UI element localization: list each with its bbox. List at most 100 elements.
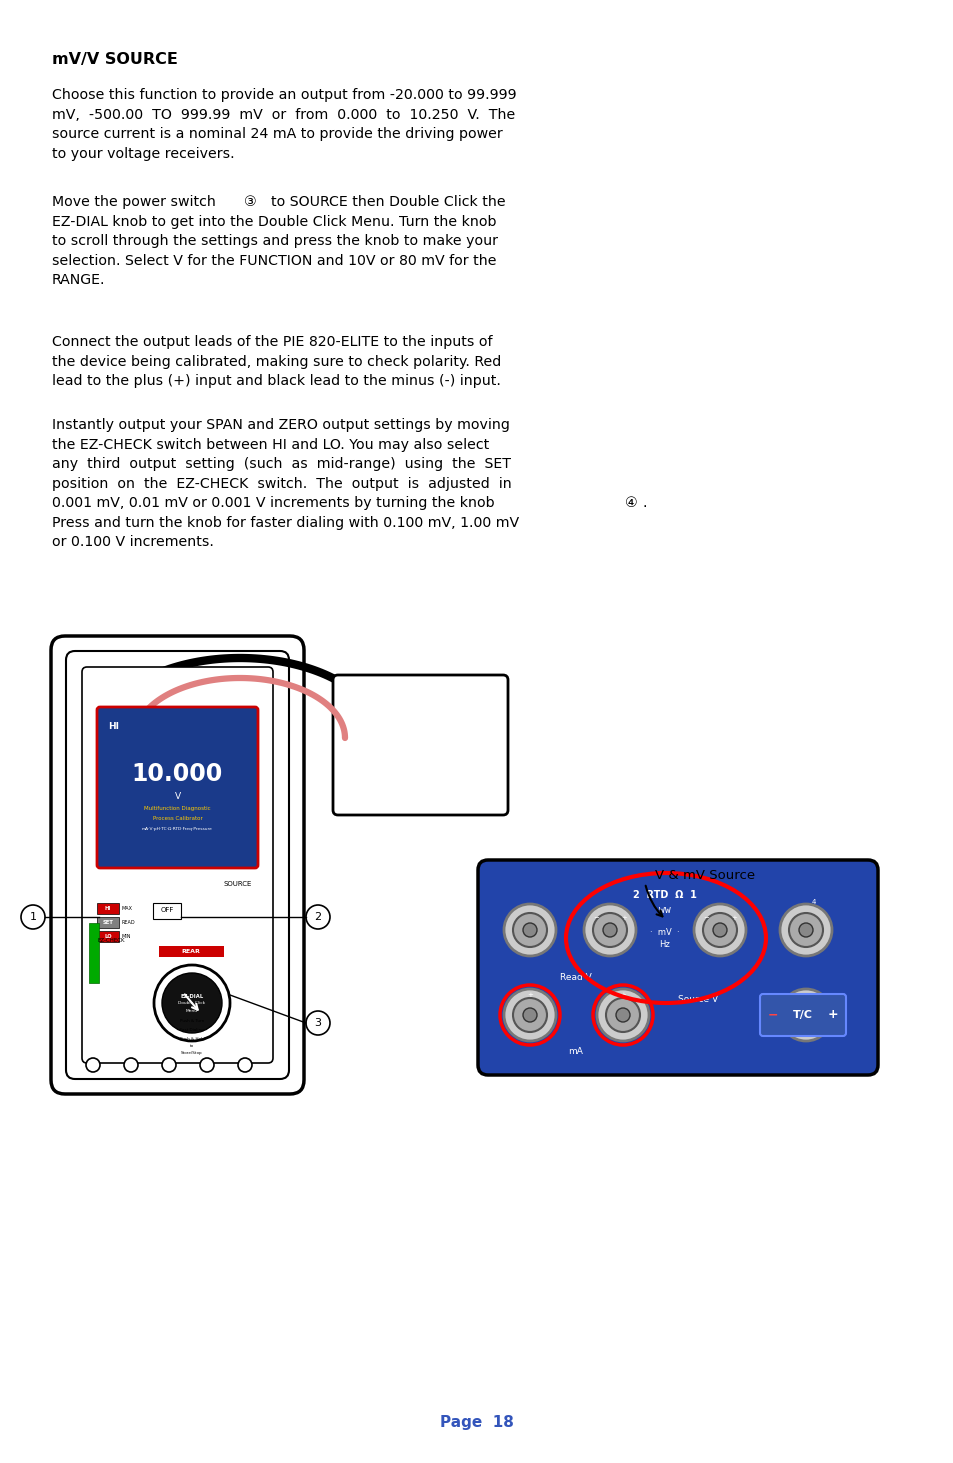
Circle shape (162, 973, 222, 1033)
FancyBboxPatch shape (760, 993, 845, 1036)
Circle shape (153, 966, 230, 1042)
Text: −: − (702, 914, 708, 922)
Text: Instantly output your SPAN and ZERO output settings by moving: Instantly output your SPAN and ZERO outp… (52, 418, 509, 432)
Circle shape (522, 1008, 537, 1023)
FancyBboxPatch shape (477, 860, 877, 1075)
FancyBboxPatch shape (82, 667, 273, 1064)
Text: EZ-DIAL knob to get into the Double Click Menu. Turn the knob: EZ-DIAL knob to get into the Double Clic… (52, 215, 496, 228)
FancyBboxPatch shape (97, 707, 257, 868)
Circle shape (306, 906, 330, 929)
Text: Push & Hold: Push & Hold (179, 1037, 204, 1042)
Circle shape (712, 923, 726, 936)
Circle shape (605, 998, 639, 1031)
Text: Press and turn the knob for faster dialing with 0.100 mV, 1.00 mV: Press and turn the knob for faster diali… (52, 515, 518, 530)
Text: −: − (767, 1008, 778, 1021)
Text: or 0.100 V increments.: or 0.100 V increments. (52, 535, 213, 549)
Bar (152, 903, 181, 919)
Circle shape (788, 913, 822, 947)
Circle shape (162, 1058, 175, 1072)
Bar (97, 917, 119, 928)
Text: source current is a nominal 24 mA to provide the driving power: source current is a nominal 24 mA to pro… (52, 127, 502, 140)
Text: Choose this function to provide an output from -20.000 to 99.999: Choose this function to provide an outpu… (52, 88, 517, 102)
Bar (159, 947, 224, 957)
Circle shape (21, 906, 45, 929)
Circle shape (593, 913, 626, 947)
Text: position  on  the  EZ-CHECK  switch.  The  output  is  adjusted  in: position on the EZ-CHECK switch. The out… (52, 477, 511, 490)
Text: Move the power switch: Move the power switch (52, 195, 220, 209)
Text: SOURCE: SOURCE (223, 881, 252, 887)
Text: RANGE.: RANGE. (52, 274, 106, 287)
Text: 2  RTD  Ω  1: 2 RTD Ω 1 (633, 890, 697, 900)
Text: Process Calibrator: Process Calibrator (152, 816, 202, 821)
Bar (97, 930, 119, 942)
Text: 0.001 mV, 0.01 mV or 0.001 V increments by turning the knob: 0.001 mV, 0.01 mV or 0.001 V increments … (52, 496, 498, 511)
Text: Fast Dialing: Fast Dialing (180, 1028, 204, 1031)
Text: mA·V·pH·TC·Ω·RTD·Freq·Pressure: mA·V·pH·TC·Ω·RTD·Freq·Pressure (142, 827, 213, 831)
Text: Store/Stop: Store/Stop (181, 1050, 203, 1055)
Bar (97, 903, 119, 914)
Text: .: . (642, 496, 647, 511)
Text: +: + (526, 992, 533, 998)
Text: +: + (827, 1008, 838, 1021)
Text: mA: mA (568, 1048, 583, 1056)
Circle shape (583, 904, 636, 955)
Text: 4: 4 (811, 898, 816, 906)
Text: Hz: Hz (659, 939, 670, 948)
Text: ④: ④ (624, 496, 637, 511)
Text: ww: ww (659, 906, 670, 914)
Circle shape (522, 923, 537, 936)
Circle shape (799, 923, 812, 936)
Circle shape (513, 998, 546, 1031)
Text: 3: 3 (314, 1018, 321, 1028)
Text: to: to (190, 1045, 193, 1048)
Text: REAR: REAR (181, 949, 200, 954)
Text: ③: ③ (244, 195, 256, 209)
Circle shape (597, 989, 648, 1042)
Text: EZ-CHECK: EZ-CHECK (97, 938, 125, 944)
Text: 2: 2 (314, 911, 321, 922)
Text: OFF: OFF (160, 907, 173, 913)
Text: lead to the plus (+) input and black lead to the minus (-) input.: lead to the plus (+) input and black lea… (52, 375, 500, 388)
Text: HI: HI (105, 906, 112, 911)
Circle shape (693, 904, 745, 955)
Circle shape (513, 913, 546, 947)
Circle shape (124, 1058, 138, 1072)
Text: the EZ-CHECK switch between HI and LO. You may also select: the EZ-CHECK switch between HI and LO. Y… (52, 437, 489, 452)
Text: to your voltage receivers.: to your voltage receivers. (52, 146, 234, 161)
Text: MIN: MIN (122, 933, 132, 939)
Circle shape (780, 989, 831, 1042)
Text: V: V (174, 791, 180, 802)
FancyBboxPatch shape (51, 636, 304, 1094)
Text: mV,  -500.00  TO  999.99  mV  or  from  0.000  to  10.250  V.  The: mV, -500.00 TO 999.99 mV or from 0.000 t… (52, 107, 515, 121)
Text: any  third  output  setting  (such  as  mid-range)  using  the  SET: any third output setting (such as mid-ra… (52, 456, 511, 471)
Text: SET: SET (103, 920, 113, 925)
Circle shape (237, 1058, 252, 1072)
Text: −: − (593, 914, 598, 922)
Circle shape (86, 1058, 100, 1072)
Text: +: + (620, 914, 626, 922)
Circle shape (503, 989, 556, 1042)
Text: Multifunction Diagnostic: Multifunction Diagnostic (144, 806, 211, 811)
Text: ·  mV  ·: · mV · (650, 928, 679, 936)
Text: EZ-DIAL: EZ-DIAL (180, 993, 203, 999)
Text: the device being calibrated, making sure to check polarity. Red: the device being calibrated, making sure… (52, 354, 500, 369)
Text: mV/V SOURCE: mV/V SOURCE (52, 53, 177, 67)
Text: HI: HI (108, 723, 119, 732)
Text: Double Click: Double Click (178, 1001, 205, 1005)
Text: 1: 1 (30, 911, 36, 922)
Text: READ: READ (122, 920, 135, 925)
Circle shape (602, 923, 617, 936)
Text: LO: LO (104, 933, 112, 939)
Text: Read V: Read V (559, 973, 591, 983)
Text: T/C: T/C (792, 1009, 812, 1020)
Circle shape (780, 904, 831, 955)
Circle shape (503, 904, 556, 955)
Text: to SOURCE then Double Click the: to SOURCE then Double Click the (262, 195, 505, 209)
Text: V & mV Source: V & mV Source (655, 869, 755, 882)
Circle shape (200, 1058, 213, 1072)
Text: +: + (619, 992, 625, 998)
Circle shape (616, 1008, 629, 1023)
Text: selection. Select V for the FUNCTION and 10V or 80 mV for the: selection. Select V for the FUNCTION and… (52, 253, 496, 268)
Text: MAX: MAX (122, 906, 132, 911)
Text: Source V: Source V (678, 995, 718, 1005)
